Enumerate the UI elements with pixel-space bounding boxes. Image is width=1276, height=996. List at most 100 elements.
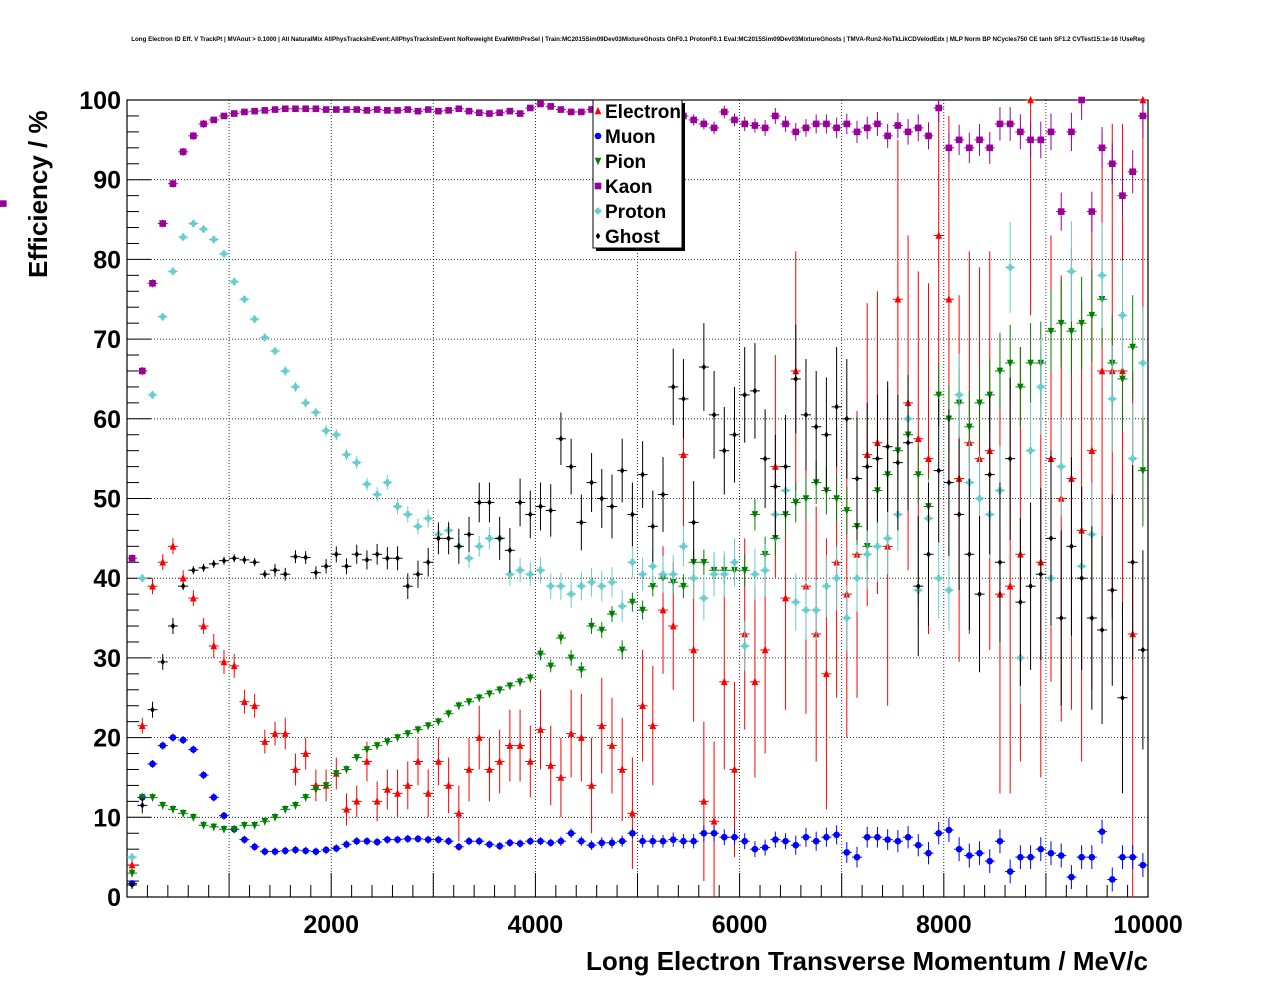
data-point — [179, 810, 187, 818]
data-point — [333, 431, 340, 439]
data-point — [1027, 136, 1034, 144]
data-point — [1006, 359, 1014, 368]
data-point — [180, 582, 186, 590]
data-point — [1088, 853, 1096, 861]
data-point — [1129, 455, 1136, 462]
x-tick-label: 10000 — [1113, 911, 1183, 939]
data-point — [139, 721, 146, 729]
data-point — [373, 106, 381, 113]
data-point — [812, 479, 820, 487]
data-point — [751, 511, 759, 519]
data-point — [159, 802, 167, 810]
data-point — [282, 570, 288, 578]
data-point — [435, 718, 442, 726]
data-point — [884, 836, 891, 843]
data-point — [874, 120, 881, 128]
data-point — [547, 103, 555, 110]
data-point — [547, 582, 555, 590]
data-point — [1017, 853, 1024, 861]
data-point — [567, 729, 575, 737]
data-point — [823, 582, 830, 590]
data-point — [385, 554, 390, 562]
data-point — [281, 105, 289, 113]
data-point — [669, 621, 677, 630]
data-point — [1108, 876, 1116, 883]
y-tick-label: 0 — [107, 884, 121, 912]
data-point — [843, 120, 851, 128]
data-point — [966, 852, 973, 859]
data-point — [690, 837, 697, 845]
data-point — [1057, 852, 1065, 859]
data-point — [1037, 383, 1045, 391]
data-point — [793, 375, 799, 383]
data-point — [834, 403, 839, 411]
data-point — [731, 558, 738, 566]
data-point — [588, 106, 595, 113]
data-point — [1057, 319, 1065, 328]
data-point — [1108, 160, 1116, 168]
data-point — [322, 846, 330, 854]
data-point — [639, 701, 646, 710]
data-point — [169, 180, 177, 187]
data-point — [211, 560, 217, 568]
data-point — [670, 383, 676, 391]
data-point — [271, 106, 279, 113]
data-point — [782, 837, 789, 845]
data-point — [874, 543, 881, 550]
data-point — [1089, 614, 1095, 622]
data-point — [925, 849, 932, 857]
legend-marker-kaon — [594, 182, 602, 190]
data-point — [424, 106, 432, 113]
data-point — [516, 566, 524, 574]
data-point — [588, 781, 595, 789]
data-point — [251, 821, 258, 830]
data-point — [680, 450, 687, 458]
data-point — [649, 582, 657, 591]
data-point — [231, 554, 237, 562]
data-point — [659, 837, 667, 845]
data-point — [650, 523, 656, 530]
data-point — [149, 794, 156, 802]
data-point — [537, 100, 544, 108]
data-point — [1006, 120, 1014, 128]
data-point — [507, 547, 513, 554]
data-point — [404, 730, 412, 738]
data-point — [936, 467, 942, 474]
data-point — [394, 789, 401, 797]
data-point — [537, 650, 544, 659]
data-point — [833, 495, 840, 503]
data-point — [945, 294, 953, 303]
data-point — [261, 848, 269, 855]
data-point — [271, 814, 279, 822]
data-point — [303, 554, 308, 561]
data-point — [446, 535, 451, 542]
data-point — [1139, 467, 1147, 475]
data-point — [435, 107, 442, 115]
data-point — [843, 507, 851, 515]
data-point — [629, 598, 636, 607]
data-point — [588, 622, 595, 631]
data-point — [455, 809, 463, 817]
data-point — [252, 558, 257, 566]
data-point — [608, 578, 616, 586]
data-point — [1078, 96, 1085, 104]
data-point — [1047, 849, 1055, 857]
data-point — [414, 757, 422, 765]
data-point — [343, 766, 350, 774]
data-point — [894, 294, 902, 303]
data-point — [802, 495, 810, 503]
data-point — [608, 610, 616, 619]
data-point — [732, 431, 737, 439]
y-tick-label: 40 — [93, 565, 121, 593]
data-point — [700, 797, 708, 805]
data-point — [343, 805, 350, 813]
data-point — [140, 802, 145, 809]
data-point — [802, 124, 810, 132]
data-point — [1068, 128, 1075, 136]
data-point — [721, 447, 727, 454]
data-point — [292, 846, 299, 854]
data-point — [854, 475, 860, 482]
data-point — [935, 231, 942, 239]
series-ghost — [127, 323, 1148, 890]
